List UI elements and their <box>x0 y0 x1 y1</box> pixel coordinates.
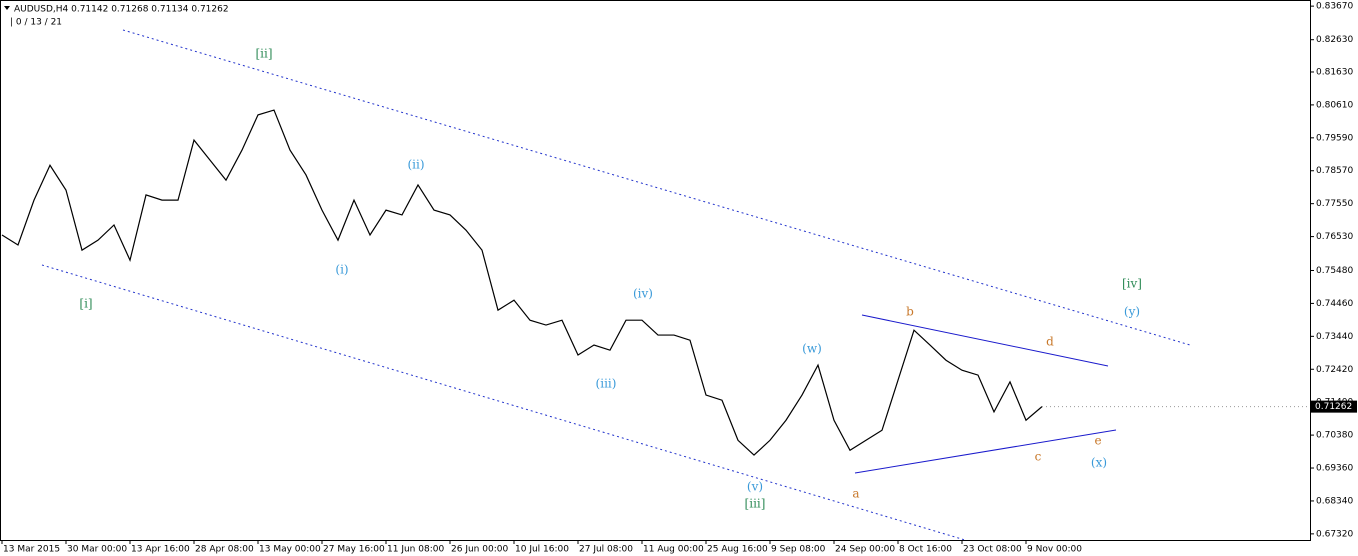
y-tick-label: 0.76530 <box>1316 232 1353 242</box>
wave-label: e <box>1094 434 1101 448</box>
y-tick-label: 0.78570 <box>1316 166 1353 176</box>
x-tick-label: 9 Nov 00:00 <box>1027 545 1082 555</box>
wave-label: (ii) <box>407 158 424 172</box>
x-tick-label: 27 May 16:00 <box>323 545 385 555</box>
x-tick-label: 27 Jul 08:00 <box>579 545 633 555</box>
wave-label: d <box>1046 335 1054 349</box>
chart-title: AUDUSD,H4 0.71142 0.71268 0.71134 0.7126… <box>14 5 229 15</box>
x-tick-label: 30 Mar 00:00 <box>67 545 127 555</box>
y-tick-label: 0.75480 <box>1316 266 1353 276</box>
wave-label: [iv] <box>1122 277 1142 291</box>
y-tick-label: 0.70380 <box>1316 431 1353 441</box>
price-line <box>1 109 1043 456</box>
wave-label: b <box>906 305 914 319</box>
wave-label: (iii) <box>596 377 617 391</box>
wave-label: (i) <box>335 263 348 277</box>
wave-label: (y) <box>1124 305 1140 319</box>
y-tick-label: 0.68340 <box>1316 496 1353 506</box>
triangle-upper <box>861 314 1109 367</box>
y-tick-label: 0.77550 <box>1316 199 1353 209</box>
price-tag <box>1311 400 1357 413</box>
wave-label: (iv) <box>633 287 653 301</box>
wave-label: [iii] <box>745 497 766 511</box>
x-tick-label: 28 Apr 08:00 <box>195 545 254 555</box>
wave-label: [i] <box>79 297 92 311</box>
channel-lower <box>41 264 966 541</box>
wave-label: (w) <box>802 342 822 356</box>
channel-upper <box>122 29 1191 346</box>
x-tick-label: 26 Jun 00:00 <box>451 545 508 555</box>
chart-subtitle: | 0 / 13 / 21 <box>10 18 62 28</box>
wave-label: c <box>1035 450 1042 464</box>
x-tick-label: 13 Apr 16:00 <box>131 545 190 555</box>
y-tick-label: 0.83670 <box>1316 2 1353 12</box>
wave-label: [ii] <box>255 47 272 61</box>
y-tick-label: 0.73440 <box>1316 332 1353 342</box>
y-tick-label: 0.80610 <box>1316 100 1353 110</box>
x-tick-label: 23 Oct 08:00 <box>963 545 1022 555</box>
y-tick-label: 0.69360 <box>1316 464 1353 474</box>
wave-label: a <box>852 487 859 501</box>
y-tick-label: 0.82630 <box>1316 35 1353 45</box>
price-tag-label: 0.71262 <box>1315 402 1352 412</box>
y-tick-label: 0.79590 <box>1316 133 1353 143</box>
menu-arrow[interactable] <box>4 6 10 10</box>
y-tick-label: 0.72420 <box>1316 365 1353 375</box>
x-tick-label: 13 May 00:00 <box>259 545 321 555</box>
y-tick-label: 0.81630 <box>1316 67 1353 77</box>
plot-frame <box>0 0 1311 541</box>
triangle-lower <box>854 429 1117 474</box>
wave-label: (x) <box>1091 456 1107 470</box>
x-tick-label: 13 Mar 2015 <box>3 545 60 555</box>
wave-label: (v) <box>747 480 763 494</box>
x-tick-label: 11 Aug 00:00 <box>643 545 704 555</box>
x-tick-label: 11 Jun 08:00 <box>387 545 444 555</box>
x-tick-label: 25 Aug 16:00 <box>707 545 768 555</box>
x-tick-label: 9 Sep 08:00 <box>771 545 826 555</box>
x-tick-label: 10 Jul 16:00 <box>515 545 569 555</box>
y-tick-label: 0.74460 <box>1316 299 1353 309</box>
x-tick-label: 24 Sep 00:00 <box>835 545 895 555</box>
y-tick-label: 0.67320 <box>1316 529 1353 539</box>
x-tick-label: 8 Oct 16:00 <box>899 545 952 555</box>
